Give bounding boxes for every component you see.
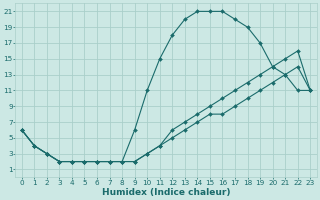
X-axis label: Humidex (Indice chaleur): Humidex (Indice chaleur) [102,188,230,197]
